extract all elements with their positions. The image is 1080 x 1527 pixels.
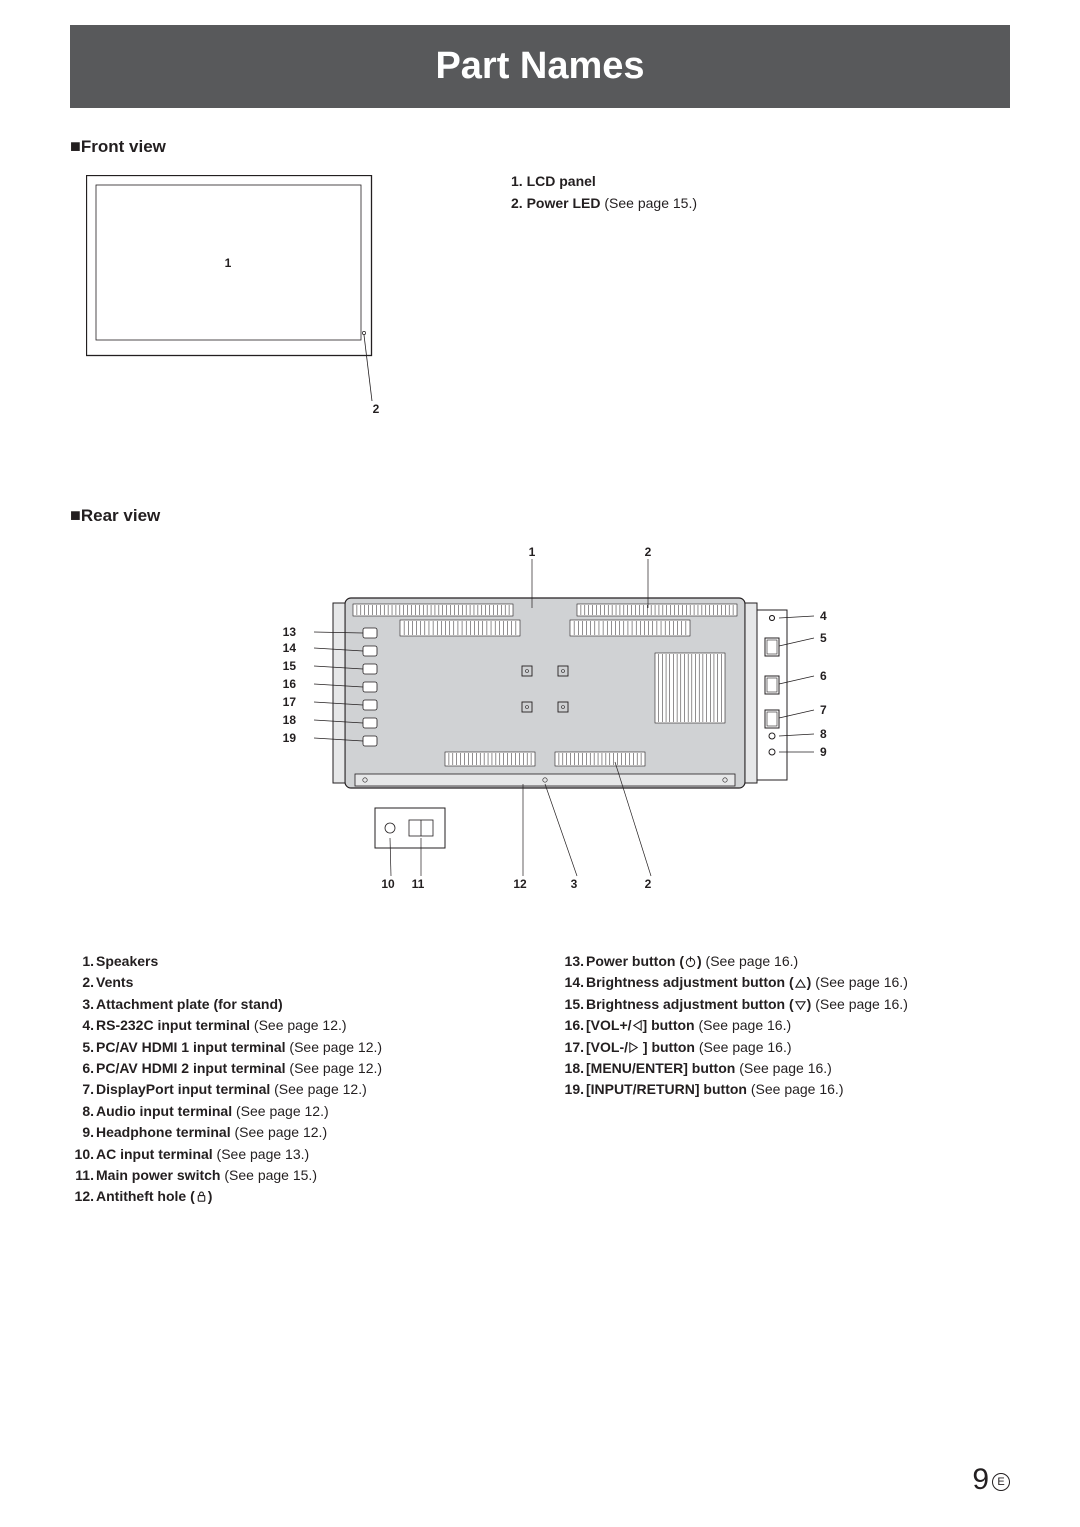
svg-text:9: 9 [820, 745, 827, 759]
list-item: 12. Antitheft hole () [70, 1186, 520, 1207]
list-item: 7. DisplayPort input terminal (See page … [70, 1079, 520, 1100]
front-view-section: ■Front view 12 1. LCD panel 2. Power LED… [70, 136, 1010, 435]
svg-text:11: 11 [412, 877, 425, 891]
list-item: 14. Brightness adjustment button () (See… [560, 972, 1010, 993]
svg-text:18: 18 [283, 713, 297, 727]
page-title-banner: Part Names [70, 25, 1010, 108]
svg-text:8: 8 [820, 727, 827, 741]
list-item: 2. Vents [70, 972, 520, 993]
svg-text:4: 4 [820, 609, 827, 623]
svg-text:13: 13 [283, 625, 297, 639]
bullet-icon: ■ [70, 505, 81, 525]
rear-view-section: ■Rear view 12131415161718194567891011123… [70, 505, 1010, 913]
front-view-heading: ■Front view [70, 136, 1010, 157]
page-title: Part Names [435, 45, 644, 87]
svg-text:12: 12 [513, 877, 527, 891]
svg-text:5: 5 [820, 631, 827, 645]
svg-text:2: 2 [373, 402, 380, 416]
svg-text:19: 19 [283, 731, 297, 745]
front-view-callouts: 1. LCD panel 2. Power LED (See page 15.) [511, 169, 1010, 435]
list-item: 19. [INPUT/RETURN] button (See page 16.) [560, 1079, 1010, 1100]
svg-text:2: 2 [645, 545, 652, 559]
list-item: 11. Main power switch (See page 15.) [70, 1165, 520, 1186]
rear-view-heading: ■Rear view [70, 505, 1010, 526]
svg-text:7: 7 [820, 703, 827, 717]
svg-text:16: 16 [283, 677, 297, 691]
front-view-diagram: 12 [70, 169, 431, 435]
rear-view-diagram: 121314151617181945678910111232 [70, 538, 1010, 913]
list-item: 1. Speakers [70, 951, 520, 972]
list-item: 17. [VOL-/ ] button (See page 16.) [560, 1037, 1010, 1058]
list-item: 8. Audio input terminal (See page 12.) [70, 1101, 520, 1122]
callout-lcd-panel: 1. LCD panel [511, 171, 1010, 193]
rear-view-lists: 1. Speakers2. Vents3. Attachment plate (… [70, 951, 1010, 1208]
rear-list-right: 13. Power button () (See page 16.)14. Br… [560, 951, 1010, 1208]
svg-text:17: 17 [283, 695, 297, 709]
callout-power-led: 2. Power LED (See page 15.) [511, 193, 1010, 215]
list-item: 5. PC/AV HDMI 1 input terminal (See page… [70, 1037, 520, 1058]
list-item: 18. [MENU/ENTER] button (See page 16.) [560, 1058, 1010, 1079]
svg-text:10: 10 [381, 877, 395, 891]
list-item: 10. AC input terminal (See page 13.) [70, 1144, 520, 1165]
rear-list-left: 1. Speakers2. Vents3. Attachment plate (… [70, 951, 520, 1208]
language-badge: E [992, 1473, 1010, 1491]
svg-text:6: 6 [820, 669, 827, 683]
page-number: 9E [972, 1463, 1010, 1497]
list-item: 6. PC/AV HDMI 2 input terminal (See page… [70, 1058, 520, 1079]
list-item: 16. [VOL+/] button (See page 16.) [560, 1015, 1010, 1036]
svg-text:3: 3 [571, 877, 578, 891]
list-item: 3. Attachment plate (for stand) [70, 994, 520, 1015]
svg-text:15: 15 [283, 659, 297, 673]
list-item: 9. Headphone terminal (See page 12.) [70, 1122, 520, 1143]
list-item: 4. RS-232C input terminal (See page 12.) [70, 1015, 520, 1036]
svg-text:2: 2 [645, 877, 652, 891]
svg-text:1: 1 [225, 256, 232, 270]
svg-text:1: 1 [529, 545, 536, 559]
svg-text:14: 14 [283, 641, 297, 655]
bullet-icon: ■ [70, 136, 81, 156]
list-item: 13. Power button () (See page 16.) [560, 951, 1010, 972]
list-item: 15. Brightness adjustment button () (See… [560, 994, 1010, 1015]
